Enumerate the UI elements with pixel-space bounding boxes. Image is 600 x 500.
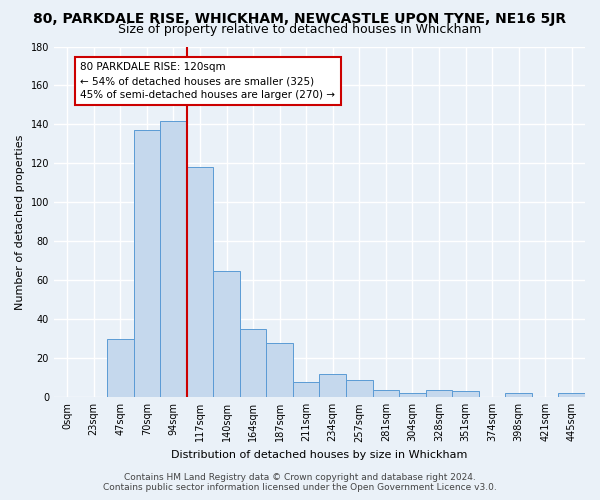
X-axis label: Distribution of detached houses by size in Whickham: Distribution of detached houses by size … [171, 450, 467, 460]
Bar [266, 342, 293, 398]
Bar [346, 380, 373, 398]
Text: 80 PARKDALE RISE: 120sqm
← 54% of detached houses are smaller (325)
45% of semi-: 80 PARKDALE RISE: 120sqm ← 54% of detach… [80, 62, 335, 100]
Text: 80, PARKDALE RISE, WHICKHAM, NEWCASTLE UPON TYNE, NE16 5JR: 80, PARKDALE RISE, WHICKHAM, NEWCASTLE U… [34, 12, 566, 26]
Bar [505, 394, 532, 398]
Text: Contains HM Land Registry data © Crown copyright and database right 2024.
Contai: Contains HM Land Registry data © Crown c… [103, 473, 497, 492]
Bar [319, 374, 346, 398]
Bar [240, 329, 266, 398]
Bar [425, 390, 452, 398]
Bar [373, 390, 399, 398]
Bar [187, 168, 213, 398]
Y-axis label: Number of detached properties: Number of detached properties [15, 134, 25, 310]
Bar [107, 339, 134, 398]
Bar [399, 394, 425, 398]
Text: Size of property relative to detached houses in Whickham: Size of property relative to detached ho… [118, 22, 482, 36]
Bar [452, 392, 479, 398]
Bar [134, 130, 160, 398]
Bar [160, 120, 187, 398]
Bar [213, 270, 240, 398]
Bar [293, 382, 319, 398]
Bar [559, 394, 585, 398]
